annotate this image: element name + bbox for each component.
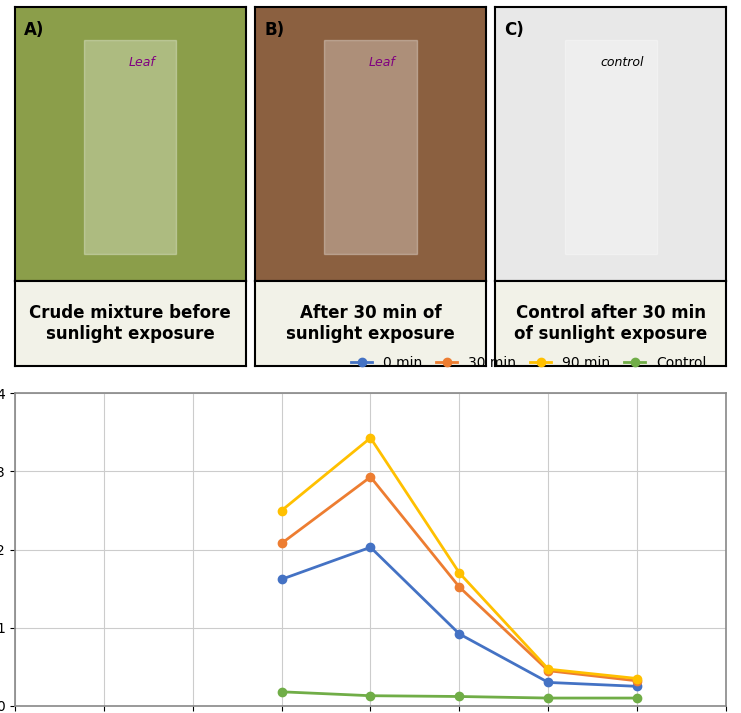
30 min [277, 539, 286, 548]
Control [544, 694, 553, 702]
Bar [565, 40, 657, 254]
30 min [544, 667, 553, 675]
30 min [366, 473, 375, 481]
0 min [633, 682, 642, 691]
Text: After 30 min of
sunlight exposure: After 30 min of sunlight exposure [286, 304, 455, 343]
Text: control: control [600, 56, 644, 69]
90 min [277, 506, 286, 515]
Text: B): B) [265, 21, 285, 39]
Control [633, 694, 642, 702]
Text: Leaf: Leaf [128, 56, 155, 69]
Control [277, 687, 286, 696]
Text: Leaf: Leaf [369, 56, 396, 69]
Line: 30 min: 30 min [277, 473, 642, 685]
Control [455, 692, 464, 701]
90 min [366, 434, 375, 442]
Line: 90 min: 90 min [277, 434, 642, 682]
90 min [455, 569, 464, 578]
Bar [325, 40, 416, 254]
Text: Control after 30 min
of sunlight exposure: Control after 30 min of sunlight exposur… [514, 304, 708, 343]
90 min [633, 674, 642, 683]
90 min [544, 665, 553, 674]
Text: C): C) [505, 21, 524, 39]
Line: Control: Control [277, 687, 642, 702]
0 min [366, 543, 375, 552]
0 min [277, 575, 286, 583]
Control [366, 692, 375, 700]
Line: 0 min: 0 min [277, 543, 642, 690]
Text: A): A) [24, 21, 44, 39]
30 min [633, 677, 642, 685]
30 min [455, 583, 464, 591]
Text: Crude mixture before
sunlight exposure: Crude mixture before sunlight exposure [30, 304, 231, 343]
Bar [84, 40, 176, 254]
0 min [544, 678, 553, 687]
0 min [455, 630, 464, 638]
Legend: 0 min, 30 min, 90 min, Control: 0 min, 30 min, 90 min, Control [346, 350, 712, 376]
